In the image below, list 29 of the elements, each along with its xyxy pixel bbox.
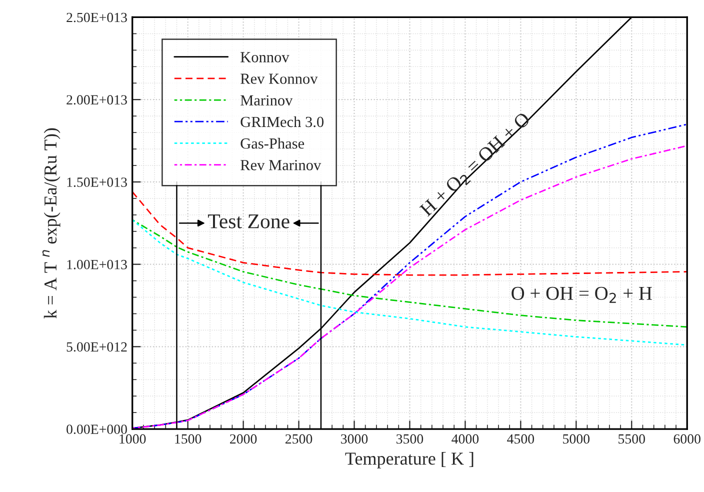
legend-label: Gas-Phase	[240, 138, 304, 149]
legend-label: GRIMech 3.0	[240, 116, 324, 128]
legend-label: Rev Konnov	[240, 74, 318, 84]
x-tick-label: 1500	[175, 434, 202, 444]
legend-label: Konnov	[240, 52, 290, 62]
y-tick-label: 1.50E+013	[67, 178, 127, 187]
x-tick-label: 4000	[452, 434, 479, 444]
y-tick-label: 2.50E+013	[66, 12, 127, 22]
y-axis-title: k = A T $^{n}$ exp(-Ea/(Ru T))	[42, 128, 60, 318]
x-tick-label: 1000	[120, 434, 146, 444]
line-series	[132, 191, 688, 276]
y-tick-label: 0.00E+000	[66, 424, 127, 434]
y-tick-label: 2.00E+013	[66, 95, 127, 105]
x-tick-label: 6000	[674, 434, 700, 444]
x-tick-label: 2000	[230, 434, 257, 444]
annotation: Test Zone	[208, 214, 290, 228]
x-tick-label: 2500	[286, 434, 312, 444]
legend-label: Rev Marinov	[240, 160, 322, 170]
x-tick-label: 5500	[618, 434, 645, 444]
x-tick-label: 5000	[563, 434, 590, 444]
annotation: H + O$_{2}$ = OH + O	[419, 112, 533, 220]
x-tick-label: 4500	[507, 434, 534, 444]
x-tick-label: 3500	[396, 434, 424, 444]
annotation: O + OH = O$_{2}$ + H	[512, 286, 652, 303]
legend-label: Marinov	[240, 95, 293, 106]
x-tick-label: 3000	[341, 434, 368, 444]
y-tick-label: 5.00E+012	[66, 342, 127, 352]
y-tick-label: 1.00E+013	[67, 260, 127, 270]
x-axis-title: Temperature [ K ]	[345, 452, 474, 468]
